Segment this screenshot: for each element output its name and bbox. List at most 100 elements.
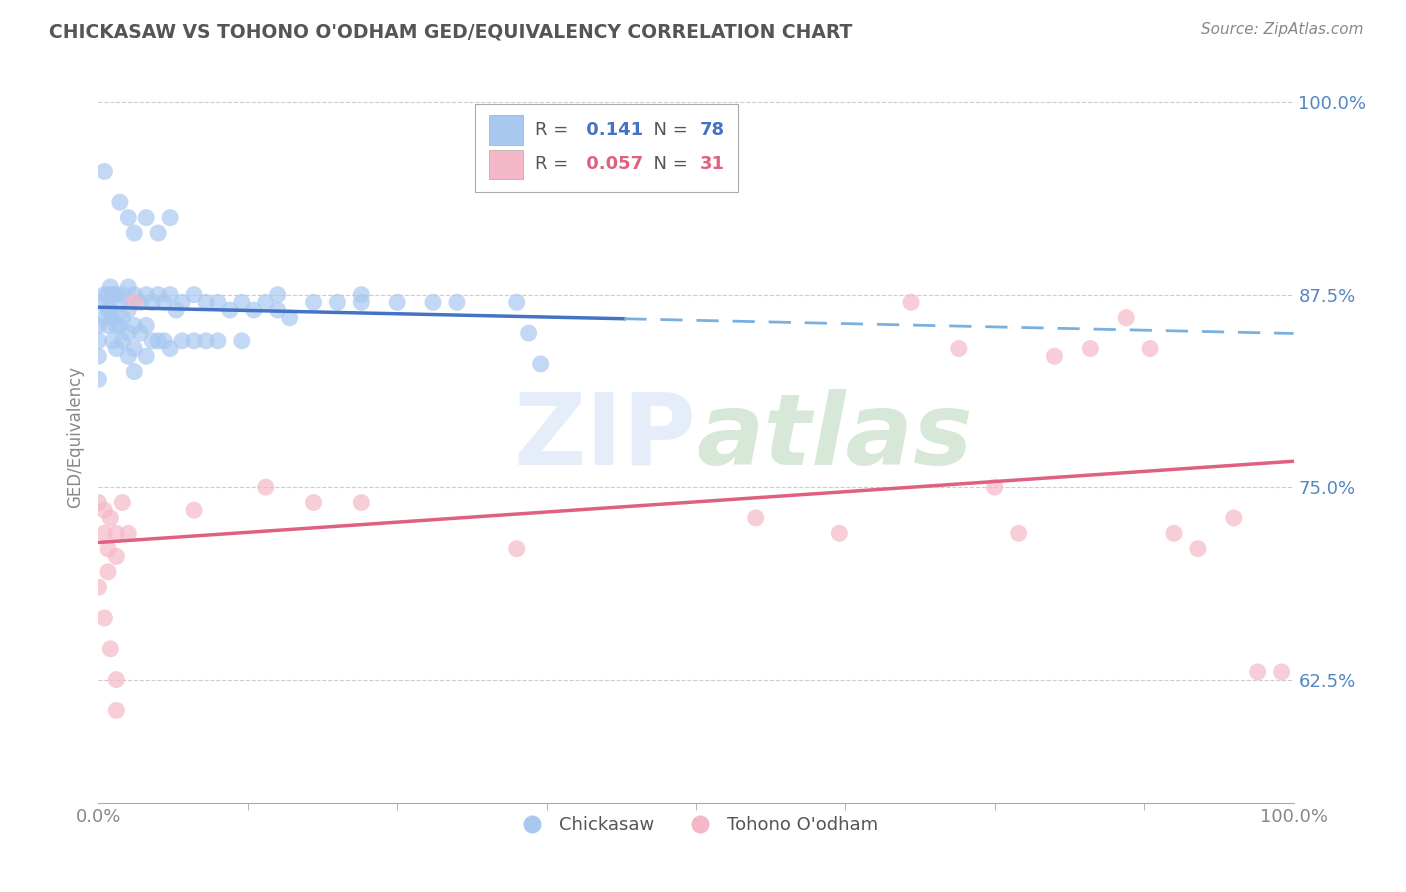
Point (87, 318, 110, 333)
Text: Source: ZipAtlas.com: Source: ZipAtlas.com (1201, 22, 1364, 37)
FancyBboxPatch shape (475, 104, 738, 192)
Point (183, 334, 205, 348)
Point (141, 295, 163, 310)
Point (278, 310, 301, 325)
Point (117, 349, 139, 363)
Text: ZIP: ZIP (513, 389, 696, 485)
Point (93, 287, 115, 301)
Point (159, 287, 181, 301)
Text: R =: R = (534, 121, 574, 139)
Point (745, 511, 768, 525)
FancyBboxPatch shape (489, 115, 523, 145)
Point (172, 295, 194, 310)
Point (1223, 511, 1246, 525)
Point (101, 334, 124, 348)
Point (1271, 665, 1294, 679)
FancyBboxPatch shape (489, 150, 523, 179)
Text: R =: R = (534, 155, 574, 173)
Point (153, 334, 176, 348)
Point (350, 495, 373, 509)
Point (1080, 342, 1102, 356)
Point (105, 318, 128, 333)
Point (153, 295, 176, 310)
Point (207, 334, 229, 348)
Point (302, 495, 325, 509)
Point (124, 318, 146, 333)
Point (117, 526, 139, 541)
Point (422, 295, 444, 310)
Point (124, 365, 146, 379)
Point (93, 503, 115, 517)
Point (129, 326, 152, 340)
Point (1008, 526, 1031, 541)
Point (98, 641, 122, 656)
Point (87, 295, 110, 310)
Text: CHICKASAW VS TOHONO O'ODHAM GED/EQUIVALENCY CORRELATION CHART: CHICKASAW VS TOHONO O'ODHAM GED/EQUIVALE… (49, 22, 852, 41)
Point (98, 303, 122, 318)
Text: 0.057: 0.057 (581, 155, 643, 173)
Point (148, 287, 170, 301)
Point (1247, 665, 1270, 679)
Point (111, 495, 134, 509)
Point (302, 295, 325, 310)
Point (135, 211, 157, 225)
Point (93, 611, 115, 625)
Point (267, 287, 290, 301)
Point (124, 287, 146, 301)
Point (98, 511, 122, 525)
Point (141, 334, 163, 348)
Point (350, 287, 373, 301)
Point (254, 295, 277, 310)
Point (148, 226, 170, 240)
Point (948, 342, 970, 356)
Point (101, 287, 124, 301)
Point (231, 295, 253, 310)
Point (97, 303, 120, 318)
Point (506, 295, 529, 310)
Point (254, 480, 277, 494)
Point (350, 295, 373, 310)
Point (231, 334, 253, 348)
Point (97, 318, 120, 333)
Point (385, 295, 409, 310)
Point (135, 349, 157, 363)
Point (87, 349, 110, 363)
Point (97, 565, 120, 579)
Point (93, 526, 115, 541)
Point (1187, 541, 1209, 556)
Point (159, 211, 181, 225)
Point (117, 326, 139, 340)
Point (87, 495, 110, 509)
Point (87, 372, 110, 386)
Text: 31: 31 (700, 155, 724, 173)
Point (506, 541, 529, 556)
Point (108, 195, 131, 210)
Text: 78: 78 (700, 121, 724, 139)
Point (517, 326, 540, 340)
Point (326, 295, 349, 310)
Point (105, 287, 128, 301)
Point (243, 303, 266, 318)
Point (105, 673, 128, 687)
Point (111, 310, 134, 325)
Point (530, 357, 553, 371)
Point (1043, 349, 1066, 363)
Point (165, 303, 187, 318)
Text: atlas: atlas (696, 389, 973, 485)
Point (111, 334, 134, 348)
Point (1139, 342, 1161, 356)
Point (1163, 526, 1185, 541)
Point (117, 211, 139, 225)
Legend: Chickasaw, Tohono O'odham: Chickasaw, Tohono O'odham (508, 809, 884, 841)
Point (105, 549, 128, 564)
Point (900, 295, 922, 310)
Point (135, 318, 157, 333)
Point (93, 310, 115, 325)
Point (984, 480, 1007, 494)
Point (183, 503, 205, 517)
Point (105, 342, 128, 356)
Y-axis label: GED/Equivalency: GED/Equivalency (66, 366, 84, 508)
Point (108, 295, 131, 310)
Point (183, 287, 205, 301)
Point (124, 342, 146, 356)
